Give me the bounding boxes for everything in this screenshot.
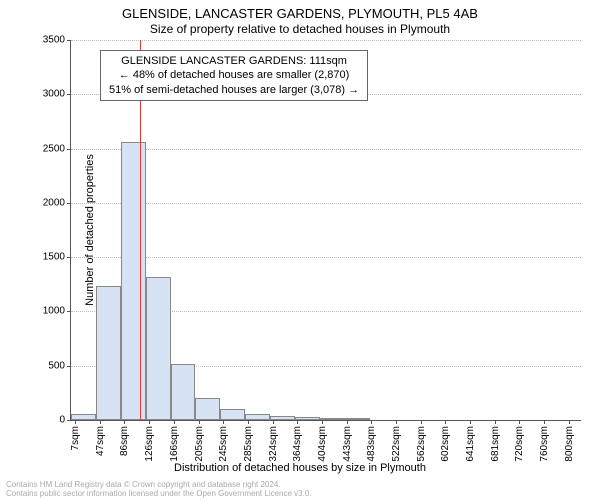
- xtick-label: 7sqm: [70, 426, 81, 450]
- ytick-mark: [67, 149, 71, 150]
- xtick-mark: [396, 420, 397, 424]
- ytick-mark: [67, 203, 71, 204]
- xtick-mark: [347, 420, 348, 424]
- xtick-mark: [199, 420, 200, 424]
- xtick-mark: [149, 420, 150, 424]
- info-box: GLENSIDE LANCASTER GARDENS: 111sqm ← 48%…: [100, 50, 368, 101]
- chart-title-2: Size of property relative to detached ho…: [0, 22, 600, 36]
- gridline: [71, 203, 581, 204]
- xtick-mark: [519, 420, 520, 424]
- ytick-label: 3500: [43, 35, 65, 46]
- xtick-mark: [174, 420, 175, 424]
- footer-line-1: Contains HM Land Registry data © Crown c…: [6, 480, 312, 489]
- xtick-mark: [445, 420, 446, 424]
- ytick-label: 1000: [43, 306, 65, 317]
- histogram-bar: [270, 416, 295, 420]
- x-axis-label: Distribution of detached houses by size …: [0, 462, 600, 474]
- xtick-label: 720sqm: [514, 426, 525, 462]
- xtick-label: 47sqm: [95, 426, 106, 456]
- xtick-mark: [569, 420, 570, 424]
- histogram-bar: [295, 417, 320, 420]
- histogram-bar: [220, 409, 245, 420]
- ytick-label: 1500: [43, 252, 65, 263]
- histogram-bar: [121, 142, 146, 420]
- ytick-mark: [67, 257, 71, 258]
- xtick-mark: [100, 420, 101, 424]
- ytick-label: 500: [48, 360, 65, 371]
- xtick-label: 800sqm: [564, 426, 575, 462]
- ytick-mark: [67, 420, 71, 421]
- xtick-label: 245sqm: [218, 426, 229, 462]
- info-line-2: ← 48% of detached houses are smaller (2,…: [109, 68, 359, 82]
- xtick-label: 205sqm: [194, 426, 205, 462]
- histogram-bar: [146, 277, 171, 420]
- info-line-3: 51% of semi-detached houses are larger (…: [109, 83, 359, 97]
- xtick-mark: [75, 420, 76, 424]
- xtick-label: 681sqm: [490, 426, 501, 462]
- xtick-mark: [371, 420, 372, 424]
- ytick-label: 0: [59, 415, 65, 426]
- xtick-label: 562sqm: [416, 426, 427, 462]
- xtick-label: 324sqm: [268, 426, 279, 462]
- ytick-mark: [67, 366, 71, 367]
- xtick-label: 126sqm: [144, 426, 155, 462]
- histogram-bar: [320, 418, 345, 420]
- xtick-label: 641sqm: [465, 426, 476, 462]
- xtick-label: 602sqm: [440, 426, 451, 462]
- xtick-label: 483sqm: [366, 426, 377, 462]
- xtick-mark: [248, 420, 249, 424]
- xtick-label: 404sqm: [317, 426, 328, 462]
- ytick-label: 2000: [43, 197, 65, 208]
- info-line-1: GLENSIDE LANCASTER GARDENS: 111sqm: [109, 54, 359, 68]
- xtick-label: 522sqm: [391, 426, 402, 462]
- gridline: [71, 257, 581, 258]
- ytick-mark: [67, 311, 71, 312]
- xtick-label: 443sqm: [342, 426, 353, 462]
- histogram-bar: [96, 286, 121, 420]
- xtick-label: 364sqm: [292, 426, 303, 462]
- xtick-mark: [223, 420, 224, 424]
- xtick-mark: [273, 420, 274, 424]
- histogram-bar: [171, 364, 196, 420]
- ytick-label: 2500: [43, 143, 65, 154]
- xtick-mark: [297, 420, 298, 424]
- gridline: [71, 40, 581, 41]
- xtick-mark: [470, 420, 471, 424]
- ytick-mark: [67, 94, 71, 95]
- xtick-mark: [322, 420, 323, 424]
- xtick-label: 86sqm: [119, 426, 130, 456]
- xtick-label: 285sqm: [243, 426, 254, 462]
- xtick-mark: [421, 420, 422, 424]
- xtick-label: 166sqm: [169, 426, 180, 462]
- histogram-bar: [345, 418, 370, 420]
- xtick-mark: [124, 420, 125, 424]
- ytick-mark: [67, 40, 71, 41]
- footer-attribution: Contains HM Land Registry data © Crown c…: [6, 480, 312, 498]
- histogram-bar: [195, 398, 220, 420]
- xtick-mark: [495, 420, 496, 424]
- gridline: [71, 149, 581, 150]
- chart-title-1: GLENSIDE, LANCASTER GARDENS, PLYMOUTH, P…: [0, 6, 600, 21]
- xtick-label: 760sqm: [539, 426, 550, 462]
- footer-line-2: Contains public sector information licen…: [6, 489, 312, 498]
- xtick-mark: [544, 420, 545, 424]
- ytick-label: 3000: [43, 89, 65, 100]
